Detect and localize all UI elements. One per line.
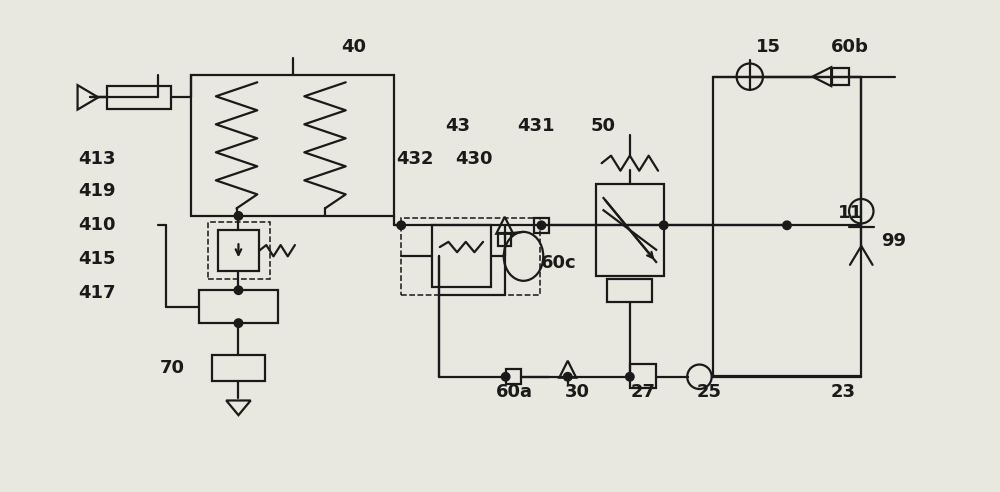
Text: 43: 43 [445,117,470,135]
Text: 27: 27 [631,383,656,401]
Circle shape [397,221,405,230]
Bar [401,218,540,295]
Circle shape [626,372,634,381]
Circle shape [234,319,243,327]
Text: 430: 430 [455,151,492,168]
Bar [191,75,394,216]
Circle shape [234,212,243,220]
Bar [607,279,652,303]
Text: 413: 413 [79,151,116,168]
Text: 23: 23 [831,383,856,401]
Circle shape [234,286,243,294]
Bar [630,364,656,388]
Text: 419: 419 [79,183,116,200]
Text: 415: 415 [79,250,116,268]
Text: 410: 410 [79,216,116,234]
Bar [432,225,491,287]
Text: 11: 11 [837,204,862,222]
Bar [534,218,549,233]
Bar [199,290,278,323]
Circle shape [501,372,510,381]
Bar [596,184,664,276]
Text: 432: 432 [397,151,434,168]
Circle shape [537,221,546,230]
Text: 417: 417 [79,284,116,302]
Circle shape [783,221,791,230]
Text: 60a: 60a [496,383,533,401]
Text: 30: 30 [565,383,590,401]
Text: 15: 15 [756,37,781,56]
Text: 99: 99 [881,232,906,250]
Text: 60c: 60c [541,254,576,272]
Bar [212,355,265,381]
Bar [713,77,861,376]
Circle shape [659,221,668,230]
Bar [832,68,849,85]
Circle shape [564,372,572,381]
Text: 70: 70 [160,359,185,377]
Bar [107,86,171,109]
Bar [218,230,259,272]
Text: 40: 40 [342,37,367,56]
Text: 50: 50 [591,117,616,135]
Text: 431: 431 [517,117,555,135]
Text: 60b: 60b [831,37,869,56]
Text: 25: 25 [696,383,721,401]
Bar [208,222,270,279]
Bar [506,369,521,384]
Bar [498,233,511,246]
